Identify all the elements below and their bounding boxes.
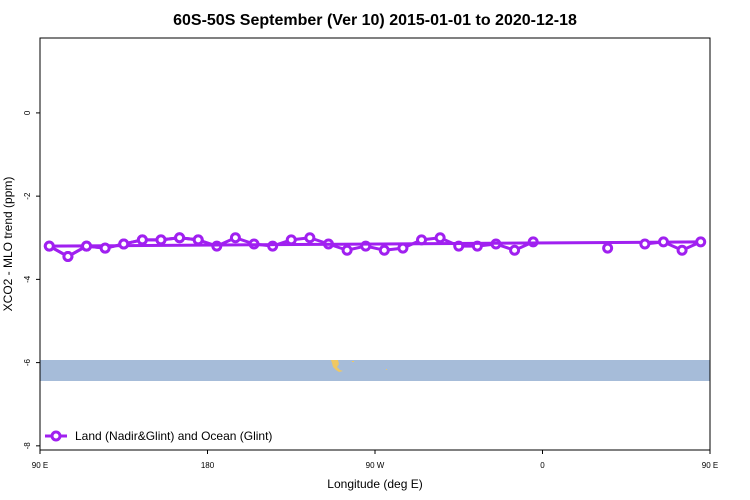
data-point	[229, 232, 241, 244]
south-america-tip	[331, 360, 343, 372]
data-point	[62, 250, 74, 262]
data-point	[136, 234, 148, 246]
x-axis-title: Longitude (deg E)	[327, 477, 422, 491]
y-tick-label: -8	[23, 442, 32, 450]
data-point	[155, 234, 167, 246]
data-point	[434, 232, 446, 244]
x-tick-label: 90 E	[32, 461, 48, 470]
data-point	[341, 244, 353, 256]
data-point	[509, 244, 521, 256]
legend-marker-swatch	[50, 430, 62, 442]
data-point	[639, 238, 651, 250]
y-axis: 0 -2 -4 -6 -8	[23, 110, 40, 449]
island-speck-2	[386, 369, 387, 370]
chart-title: 60S-50S September (Ver 10) 2015-01-01 to…	[173, 12, 577, 29]
y-axis-title: XCO2 - MLO trend (ppm)	[1, 177, 15, 312]
y-tick-label: -6	[23, 359, 32, 367]
ocean-band	[40, 360, 710, 381]
x-axis: 90 E 180 90 W 0 90 E	[32, 450, 718, 470]
y-tick-label: -2	[23, 192, 32, 200]
legend: Land (Nadir&Glint) and Ocean (Glint)	[45, 429, 272, 443]
data-point	[304, 232, 316, 244]
y-tick-label: 0	[23, 110, 32, 115]
data-point	[695, 236, 707, 248]
data-point	[397, 242, 409, 254]
series-layer	[43, 232, 707, 262]
data-point	[676, 244, 688, 256]
y-tick-label: -4	[23, 275, 32, 283]
x-tick-label: 90 W	[366, 461, 385, 470]
data-point	[118, 238, 130, 250]
data-point	[657, 236, 669, 248]
data-point	[99, 242, 111, 254]
data-point	[192, 234, 204, 246]
legend-label: Land (Nadir&Glint) and Ocean (Glint)	[75, 429, 272, 443]
data-point	[174, 232, 186, 244]
island-speck	[352, 361, 354, 362]
x-tick-label: 180	[201, 461, 215, 470]
x-tick-label: 90 E	[702, 461, 718, 470]
x-tick-label: 0	[540, 461, 545, 470]
data-point	[81, 240, 93, 252]
data-point	[285, 234, 297, 246]
data-point	[378, 244, 390, 256]
data-point	[602, 242, 614, 254]
basemap-strip	[40, 360, 710, 381]
data-point	[43, 240, 55, 252]
